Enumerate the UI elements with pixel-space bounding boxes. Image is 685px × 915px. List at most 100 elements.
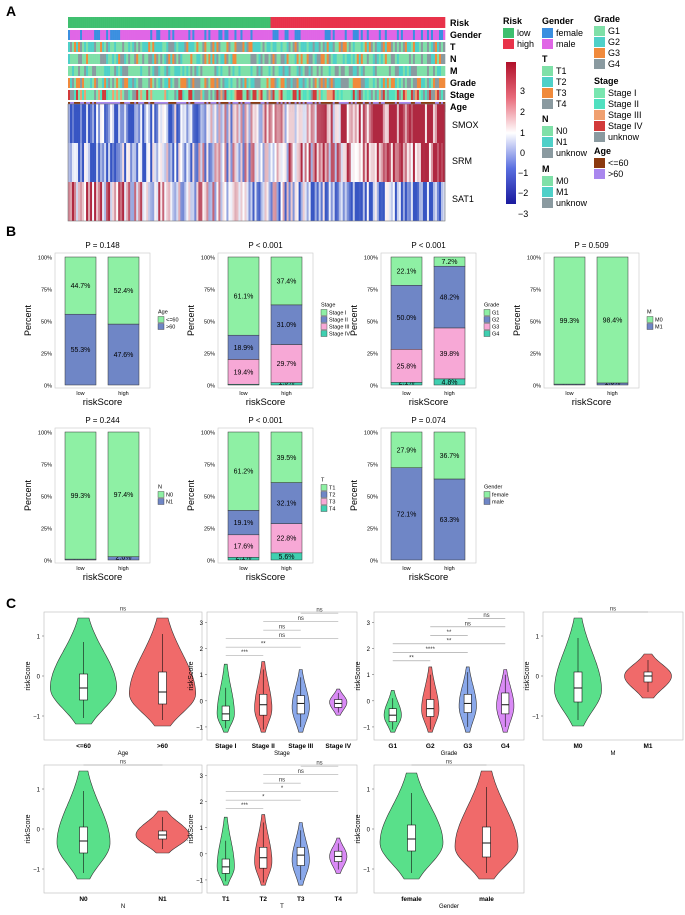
y-tick-label: −1 [532, 715, 540, 721]
expression-cell [160, 143, 163, 182]
annotation-track-cell [226, 42, 229, 52]
annotation-track-cell [116, 78, 119, 88]
annotation-track-cell [270, 90, 273, 100]
annotation-track-cell [68, 66, 71, 76]
annotation-track-cell [152, 54, 155, 64]
expression-cell [310, 104, 313, 143]
annotation-track-cell [152, 90, 155, 100]
annotation-track-cell [102, 30, 105, 40]
annotation-track-cell [314, 90, 317, 100]
annotation-track-cell [404, 30, 408, 40]
annotation-track-cell [194, 30, 197, 40]
risk-track-cell [136, 17, 139, 28]
annotation-track-cell [146, 42, 149, 52]
expression-cell [224, 182, 227, 221]
annotation-track-cell [356, 30, 360, 40]
risk-track-cell [300, 17, 303, 28]
annotation-track-cell [418, 78, 422, 88]
y-tick-label: 100% [364, 431, 378, 437]
y-axis-label: riskScore [25, 661, 32, 690]
annotation-track-cell [132, 42, 135, 52]
annotation-track-cell [278, 78, 281, 88]
annotation-track-cell [184, 42, 187, 52]
expression-cell [132, 104, 135, 143]
panel-label-b: B [6, 223, 16, 239]
annotation-track-cell [366, 42, 370, 52]
annotation-track-cell [384, 54, 388, 64]
annotation-track-cell [336, 30, 340, 40]
annotation-track-cell [428, 78, 432, 88]
expression-cell [282, 104, 285, 143]
risk-track-cell [412, 17, 416, 28]
risk-track-cell [244, 17, 247, 28]
annotation-track-cell [330, 90, 334, 100]
expression-cell [276, 182, 279, 221]
expression-cell [88, 182, 91, 221]
annotation-track-cell [256, 78, 259, 88]
annotation-track-cell [386, 30, 390, 40]
annotation-track-cell [196, 54, 199, 64]
annotation-track-cell [374, 90, 378, 100]
legend-stage-1-label: Stage I [608, 88, 637, 98]
annotation-track-cell [196, 78, 199, 88]
annotation-track-cell [78, 42, 81, 52]
annotation-track-cell [432, 90, 436, 100]
annotation-track-cell [322, 78, 325, 88]
expression-cell [258, 143, 261, 182]
annotation-track-cell [166, 66, 169, 76]
y-tick-label: −1 [196, 878, 204, 884]
colorbar-tick: −3 [518, 209, 528, 219]
legend-label: Stage I [329, 311, 347, 317]
annotation-track-cell [76, 54, 79, 64]
expression-cell [356, 104, 360, 143]
annotation-track-cell [382, 30, 386, 40]
annotation-track-cell [330, 42, 334, 52]
risk-track-cell [110, 17, 113, 28]
annotation-track-cell [100, 78, 103, 88]
risk-track-cell [294, 17, 297, 28]
data-label: 47.6% [114, 352, 134, 359]
expression-cell [334, 143, 338, 182]
annotation-track-cell [264, 30, 267, 40]
y-tick-label: 50% [41, 320, 52, 326]
expression-cell [234, 104, 237, 143]
annotation-track-cell [252, 90, 255, 100]
expression-cell [402, 104, 406, 143]
annotation-track-cell [148, 66, 151, 76]
bar-segment [390, 467, 423, 561]
annotation-track-cell [410, 66, 414, 76]
annotation-track-cell [292, 90, 295, 100]
annotation-track-cell [242, 54, 245, 64]
expression-cell [412, 104, 416, 143]
risk-track-cell [396, 17, 400, 28]
annotation-track-cell [244, 54, 247, 64]
expression-cell [366, 182, 370, 221]
annotation-track-cell [170, 54, 173, 64]
annotation-track-cell [148, 90, 151, 100]
annotation-track-cell [116, 54, 119, 64]
expression-cell [418, 182, 422, 221]
annotation-track-cell [362, 30, 366, 40]
expression-cell [368, 182, 372, 221]
y-tick-label: 1 [37, 635, 41, 641]
y-tick-label: 0% [207, 384, 215, 390]
annotation-track-cell [262, 42, 265, 52]
expression-cell [128, 143, 131, 182]
significance-label: ns [316, 608, 322, 614]
bar-chart-7: P = 0.0740%25%50%75%100%PercentriskScore… [349, 416, 509, 583]
annotation-track-cell [270, 66, 273, 76]
annotation-track-cell [222, 90, 225, 100]
legend-stage-title: Stage [594, 76, 619, 86]
expression-cell [76, 143, 79, 182]
annotation-track-cell [236, 90, 239, 100]
legend-label: G3 [492, 325, 499, 331]
bar-segment [390, 285, 423, 350]
annotation-track-cell [406, 30, 410, 40]
annotation-track-cell [218, 90, 221, 100]
expression-cell [300, 143, 303, 182]
risk-track-cell [296, 17, 299, 28]
annotation-track-cell [324, 90, 327, 100]
annotation-track-cell [266, 42, 269, 52]
legend-age-old-label: >60 [608, 169, 623, 179]
annotation-track-cell [136, 90, 139, 100]
